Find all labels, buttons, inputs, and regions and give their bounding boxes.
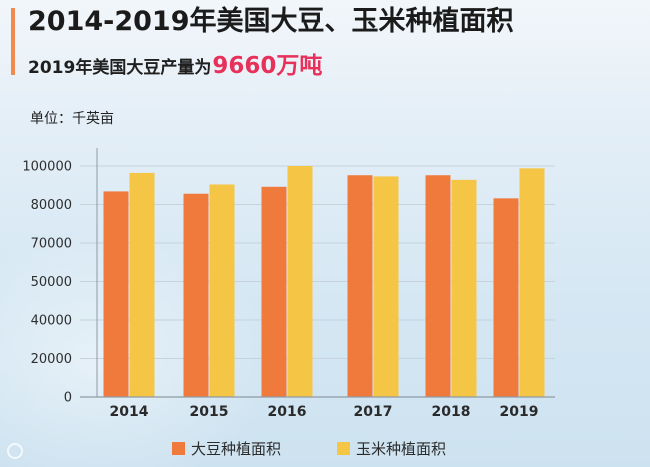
bar-soybean-2019: [493, 198, 519, 397]
legend-item-soybean: 大豆种植面积: [172, 438, 281, 459]
subtitle-text: 2019年美国大豆产量为: [28, 58, 212, 78]
x-tick-label-2019: 2019: [500, 404, 539, 420]
title-accent-bar: [11, 8, 15, 75]
bar-soybean-2015: [183, 193, 209, 397]
bar-corn-2017: [373, 176, 399, 397]
y-tick-label-1: 20000: [31, 352, 72, 367]
y-tick-label-6: 100000: [22, 160, 72, 175]
y-tick-label-3: 50000: [31, 275, 72, 290]
x-tick-label-2017: 2017: [354, 404, 393, 420]
x-tick-label-2018: 2018: [432, 404, 471, 420]
y-axis-unit-label: 单位：千英亩: [30, 111, 114, 127]
bars: [103, 166, 545, 397]
bar-soybean-2016: [261, 186, 287, 397]
chart-subtitle: 2019年美国大豆产量为 9660万吨: [28, 46, 322, 80]
bar-soybean-2018: [425, 175, 451, 397]
y-tick-label-0: 0: [64, 391, 72, 406]
y-tick-label-2: 40000: [31, 314, 72, 329]
x-tick-label-2016: 2016: [268, 404, 307, 420]
legend-item-corn: 玉米种植面积: [337, 438, 446, 459]
legend-swatch-soybean: [172, 442, 185, 455]
legend-label-corn: 玉米种植面积: [356, 440, 447, 458]
bar-soybean-2014: [103, 191, 129, 397]
bar-corn-2016: [287, 166, 313, 397]
y-tick-label-4: 70000: [31, 237, 72, 252]
soybean-output-highlight: 9660万吨: [212, 53, 323, 79]
y-axis-ticks: 0 20000 40000 50000 70000 80000 100000: [22, 160, 72, 406]
x-axis-labels: 2014 2015 2016 2017 2018 2019: [110, 404, 539, 420]
legend-label-soybean: 大豆种植面积: [191, 440, 282, 458]
bar-corn-2015: [209, 184, 235, 397]
bar-corn-2019: [519, 168, 545, 397]
bar-soybean-2017: [347, 175, 373, 397]
legend-swatch-corn: [337, 442, 350, 455]
chart-title: 2014-2019年美国大豆、玉米种植面积: [28, 6, 514, 37]
x-tick-label-2015: 2015: [190, 404, 229, 420]
x-tick-label-2014: 2014: [110, 404, 149, 420]
watermark-logo-icon: [7, 443, 23, 459]
bar-corn-2018: [451, 179, 477, 397]
y-tick-label-5: 80000: [31, 198, 72, 213]
bar-corn-2014: [129, 172, 155, 397]
